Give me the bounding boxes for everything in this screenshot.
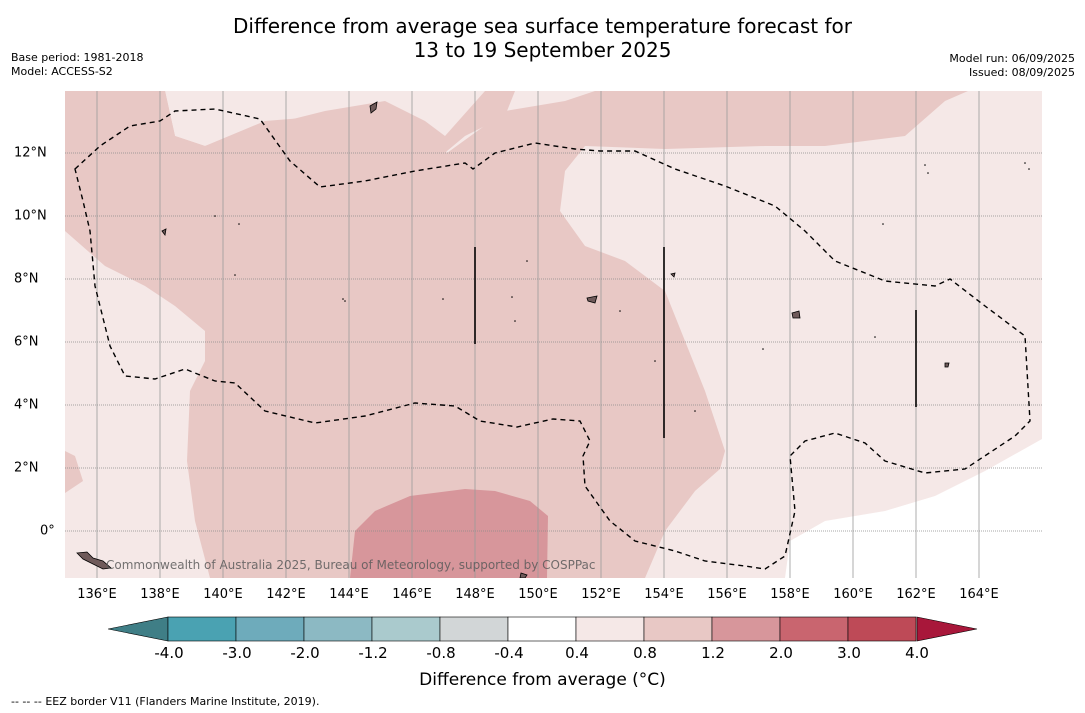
colorbar-tick: 1.2 <box>701 644 725 662</box>
lon-label: 136°E <box>77 587 117 602</box>
colorbar <box>108 616 978 642</box>
lon-label: 158°E <box>770 587 810 602</box>
colorbar-under-arrow <box>108 616 169 642</box>
colorbar-cells <box>167 616 917 642</box>
dashed-line-symbol: -- -- -- <box>11 695 42 708</box>
strong-anomaly-area <box>350 489 548 578</box>
eez-border-west <box>74 108 1031 570</box>
lon-label: 146°E <box>392 587 432 602</box>
meta-left: Base period: 1981-2018 Model: ACCESS-S2 <box>11 51 143 79</box>
lon-label: 148°E <box>455 587 495 602</box>
base-period: Base period: 1981-2018 <box>11 51 144 64</box>
issued-date: Issued: 08/09/2025 <box>968 66 1075 79</box>
colorbar-tick: -3.0 <box>222 644 252 662</box>
lat-label: 4°N <box>14 397 39 413</box>
small-islets <box>214 162 1030 412</box>
colorbar-cell <box>779 616 849 642</box>
lon-label: 142°E <box>266 587 306 602</box>
lat-label: 6°N <box>14 334 39 350</box>
lat-label: 12°N <box>14 145 47 161</box>
lon-label: 156°E <box>707 587 747 602</box>
colorbar-tick: 3.0 <box>837 644 861 662</box>
colorbar-tick: 0.8 <box>633 644 657 662</box>
title-line-1: Difference from average sea surface temp… <box>232 14 852 38</box>
colorbar-cell <box>371 616 441 642</box>
colorbar-tick: -1.2 <box>358 644 388 662</box>
lon-label: 160°E <box>833 587 873 602</box>
lon-label: 140°E <box>203 587 243 602</box>
colorbar-cell <box>235 616 305 642</box>
copyright-notice: Commonwealth of Australia 2025, Bureau o… <box>106 558 596 572</box>
boundary-segments <box>474 247 917 438</box>
lon-label: 154°E <box>644 587 684 602</box>
lon-label: 164°E <box>959 587 999 602</box>
title-line-2: 13 to 19 September 2025 <box>413 38 672 62</box>
colorbar-cell <box>711 616 781 642</box>
model-run: Model run: 06/09/2025 <box>949 52 1075 65</box>
model-name: Model: ACCESS-S2 <box>11 65 113 78</box>
longitude-gridlines <box>96 91 980 578</box>
colorbar-tick: 0.4 <box>565 644 589 662</box>
medium-anomaly-west-strip <box>65 451 83 493</box>
colorbar-cell <box>167 616 237 642</box>
lat-label: 8°N <box>14 271 39 287</box>
colorbar-tick: -2.0 <box>290 644 320 662</box>
lat-label: 0° <box>40 523 55 539</box>
medium-anomaly-area-main <box>65 91 968 578</box>
colorbar-tick: 2.0 <box>769 644 793 662</box>
colorbar-tick: 4.0 <box>905 644 929 662</box>
legend-footnote: -- -- -- EEZ border V11 (Flanders Marine… <box>11 695 319 708</box>
colorbar-over-arrow <box>916 616 978 642</box>
lon-label: 152°E <box>581 587 621 602</box>
colorbar-cell <box>303 616 373 642</box>
colorbar-tick: -0.8 <box>426 644 456 662</box>
colorbar-cell <box>643 616 713 642</box>
colorbar-cell <box>575 616 645 642</box>
lat-label: 10°N <box>14 208 47 224</box>
neutral-area <box>785 439 1042 578</box>
meta-right: Model run: 06/09/2025 Issued: 08/09/2025 <box>949 52 1075 80</box>
lon-label: 150°E <box>518 587 558 602</box>
colorbar-cell <box>507 616 577 642</box>
colorbar-cell <box>847 616 917 642</box>
eez-legend-text: EEZ border V11 (Flanders Marine Institut… <box>45 695 320 708</box>
map-svg <box>65 91 1042 578</box>
lat-label: 2°N <box>14 460 39 476</box>
map-title: Difference from average sea surface temp… <box>0 14 1085 62</box>
islands <box>76 101 950 578</box>
lon-label: 144°E <box>329 587 369 602</box>
sst-anomaly-map: Commonwealth of Australia 2025, Bureau o… <box>65 91 1042 578</box>
colorbar-cell <box>439 616 509 642</box>
lon-label: 138°E <box>140 587 180 602</box>
lon-label: 162°E <box>896 587 936 602</box>
colorbar-label: Difference from average (°C) <box>419 670 666 690</box>
colorbar-tick: -0.4 <box>494 644 524 662</box>
colorbar-tick: -4.0 <box>154 644 184 662</box>
